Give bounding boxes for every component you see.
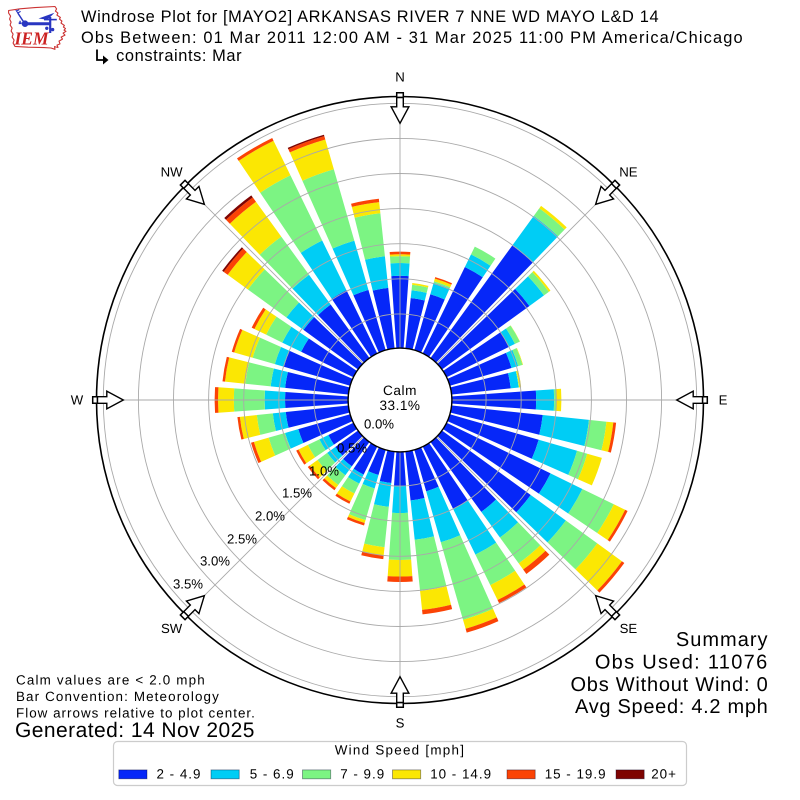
svg-text:3.0%: 3.0% [200, 554, 230, 569]
svg-text:Avg Speed: 4.2 mph: Avg Speed: 4.2 mph [575, 696, 768, 718]
svg-text:S: S [396, 716, 405, 731]
svg-text:2 - 4.9: 2 - 4.9 [157, 767, 202, 782]
svg-text:5 - 6.9: 5 - 6.9 [250, 767, 295, 782]
svg-text:Flow arrows relative to plot c: Flow arrows relative to plot center. [16, 705, 256, 720]
svg-text:2.0%: 2.0% [255, 509, 285, 524]
svg-text:0.5%: 0.5% [337, 441, 367, 456]
svg-text:Obs Used: 11076: Obs Used: 11076 [595, 651, 769, 673]
svg-text:N: N [395, 70, 405, 85]
svg-text:33.1%: 33.1% [380, 398, 421, 413]
svg-text:Bar Convention: Meteorology: Bar Convention: Meteorology [16, 689, 220, 704]
svg-text:NE: NE [619, 164, 638, 179]
svg-text:1.5%: 1.5% [282, 486, 312, 501]
svg-text:SW: SW [161, 621, 183, 636]
svg-text:Calm values are < 2.0 mph: Calm values are < 2.0 mph [16, 672, 206, 687]
svg-text:15 - 19.9: 15 - 19.9 [545, 767, 607, 782]
svg-text:0.0%: 0.0% [364, 417, 394, 432]
svg-text:Wind Speed [mph]: Wind Speed [mph] [335, 743, 465, 758]
svg-text:Summary: Summary [676, 629, 769, 651]
svg-text:3.5%: 3.5% [173, 577, 203, 592]
svg-text:IEM: IEM [14, 29, 50, 49]
svg-text:SE: SE [620, 621, 638, 636]
svg-text:Obs Without Wind: 0: Obs Without Wind: 0 [570, 674, 768, 696]
svg-text:Generated: 14 Nov 2025: Generated: 14 Nov 2025 [15, 719, 255, 742]
svg-text:1.0%: 1.0% [309, 464, 339, 479]
svg-text:10 - 14.9: 10 - 14.9 [430, 767, 492, 782]
svg-text:20+: 20+ [651, 767, 677, 782]
svg-text:W: W [71, 393, 84, 408]
svg-text:7 - 9.9: 7 - 9.9 [340, 767, 385, 782]
svg-text:2.5%: 2.5% [227, 532, 257, 547]
svg-text:NW: NW [161, 164, 184, 179]
svg-text:E: E [719, 393, 728, 408]
svg-text:Calm: Calm [383, 383, 417, 398]
